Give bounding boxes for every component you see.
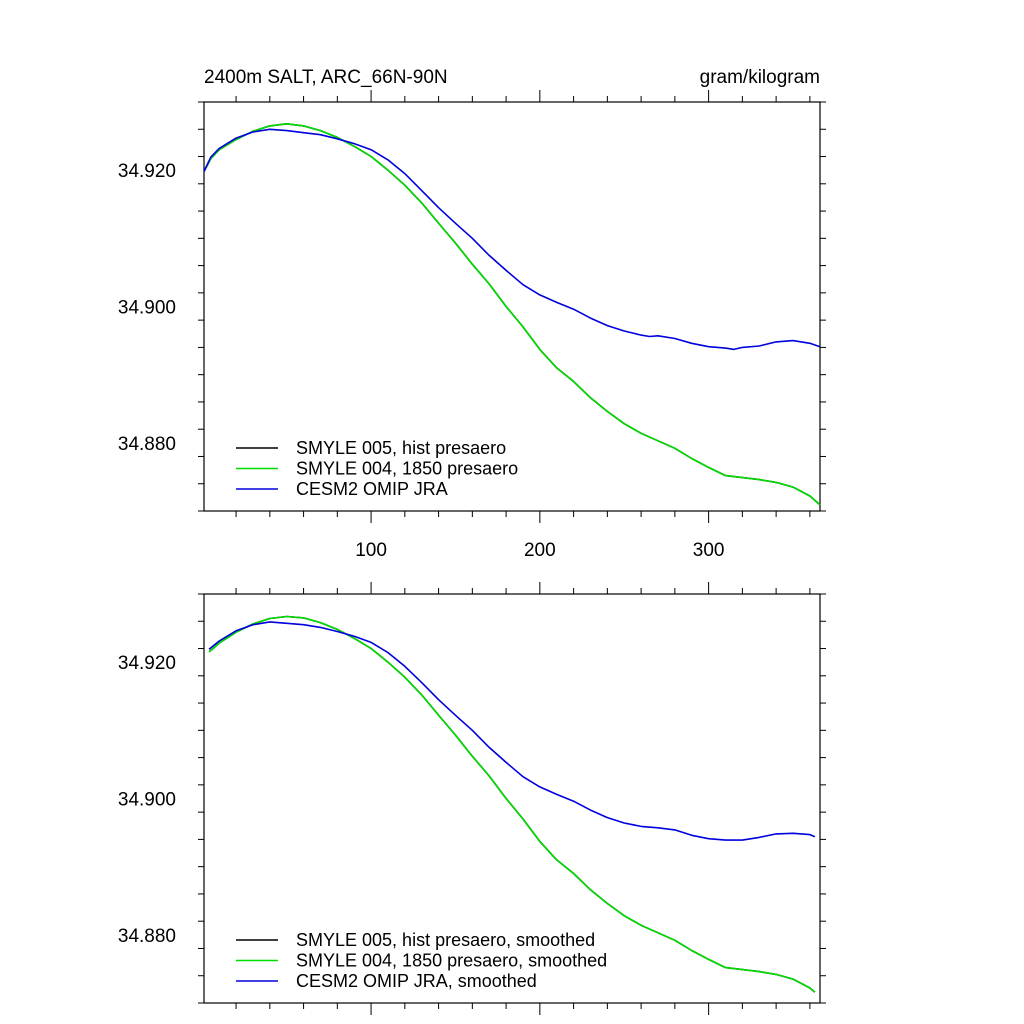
top-series-line-2 [203, 123, 821, 506]
top-legend-label-3: CESM2 OMIP JRA [296, 479, 448, 499]
top-y-tick-label: 34.900 [118, 298, 176, 319]
bottom-legend-label-1: SMYLE 005, hist presaero, smoothed [296, 930, 595, 950]
bottom-series-line-3 [208, 621, 816, 841]
top-y-tick-label: 34.880 [118, 434, 176, 455]
bottom-y-tick-label: 34.880 [118, 926, 176, 947]
chart-title: 2400m SALT, ARC_66N-90N [204, 67, 448, 88]
top-series-line-3 [203, 128, 821, 351]
top-x-tick-label: 100 [355, 540, 387, 561]
top-y-tick-label: 34.920 [118, 161, 176, 182]
bottom-series-line-2 [208, 615, 816, 993]
top-plot-frame [203, 101, 821, 512]
bottom-legend-label-2: SMYLE 004, 1850 presaero, smoothed [296, 951, 607, 971]
chart-units: gram/kilogram [700, 67, 820, 88]
top-legend-label-2: SMYLE 004, 1850 presaero [296, 459, 518, 479]
bottom-panel: 34.880 34.900 34.920 SMYLE 005, hist presae… [118, 582, 826, 1015]
top-x-tick-label: 200 [524, 540, 556, 561]
bottom-y-tick-label: 34.900 [118, 790, 176, 811]
bottom-plot-frame [203, 593, 821, 1004]
bottom-y-tick-label: 34.920 [118, 653, 176, 674]
bottom-legend-label-3: CESM2 OMIP JRA, smoothed [296, 971, 537, 991]
top-panel: 34.880 34.900 34.920 100 200 300 SMYLE 005, hi… [118, 90, 826, 561]
top-x-tick-label: 300 [693, 540, 725, 561]
top-legend-label-1: SMYLE 005, hist presaero [296, 438, 506, 458]
